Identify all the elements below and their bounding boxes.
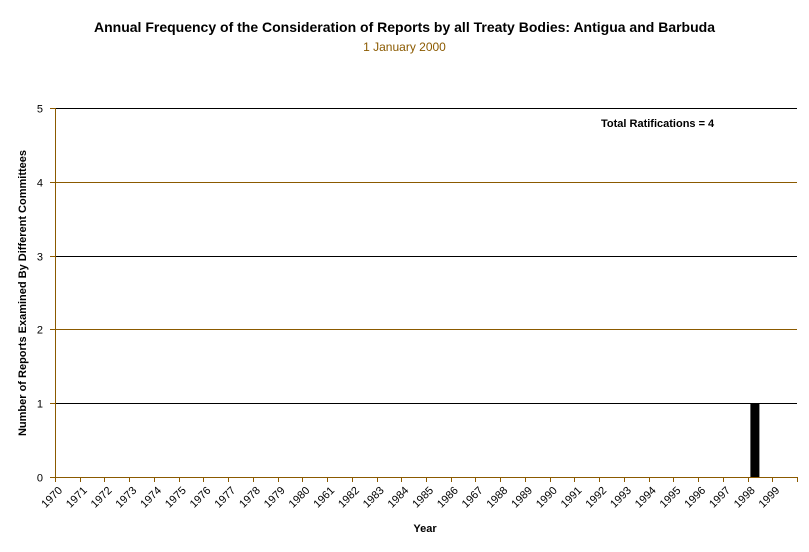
y-tick-labels: 0 1 2 3 4 5: [37, 104, 43, 485]
x-tick-label: 1995: [658, 485, 684, 511]
x-axis-title: Year: [413, 523, 437, 535]
x-tick-label: 1978: [237, 485, 263, 511]
x-tick-label: 1991: [559, 485, 585, 511]
x-tick-label: 1985: [410, 485, 436, 511]
x-tick-label: 1983: [361, 485, 387, 511]
x-tick-label: 1970: [39, 485, 65, 511]
x-tick-label: 1996: [682, 485, 708, 511]
x-tick-label: 1992: [583, 485, 609, 511]
x-tick-label: 1980: [287, 485, 313, 511]
gridlines: [55, 108, 797, 404]
y-tick-label: 5: [37, 104, 43, 116]
x-tick-label: 1989: [509, 485, 535, 511]
x-tick-label: 1994: [633, 485, 659, 511]
x-tick-label: 1984: [386, 485, 412, 511]
x-tick-label: 1990: [534, 485, 560, 511]
x-tick-label: 1979: [262, 485, 288, 511]
y-tick-label: 1: [37, 399, 43, 411]
x-tick-label: 1986: [435, 485, 461, 511]
x-tick-label: 1998: [732, 485, 758, 511]
x-tick-label: 1993: [608, 485, 634, 511]
y-tick-label: 3: [37, 252, 43, 264]
x-tick-label: 1971: [64, 485, 90, 511]
x-tick-label: 1977: [212, 485, 238, 511]
x-tick-label: 1967: [460, 485, 486, 511]
bar-1998: [750, 403, 760, 477]
x-tick-label: 1975: [163, 485, 189, 511]
y-tick-label: 0: [37, 473, 43, 485]
x-tick-label: 1982: [336, 485, 362, 511]
x-tick-label: 1976: [188, 485, 214, 511]
y-tick-label: 2: [37, 325, 43, 337]
x-tick-label: 1999: [757, 485, 783, 511]
bars: [750, 403, 760, 477]
x-tick-label: 1973: [114, 485, 140, 511]
x-tick-label: 1997: [707, 485, 733, 511]
x-tick-label: 1961: [311, 485, 337, 511]
y-tick-label: 4: [37, 178, 43, 190]
x-tick-label: 1974: [138, 485, 164, 511]
y-axis-title: Number of Reports Examined By Different …: [17, 150, 29, 436]
axes: [50, 108, 798, 482]
total-ratifications-annotation: Total Ratifications = 4: [601, 118, 715, 130]
x-tick-label: 1988: [485, 485, 511, 511]
x-tick-label: 1972: [89, 485, 115, 511]
x-tick-labels: 1970197119721973197419751976197719781979…: [39, 485, 782, 511]
chart-title: Annual Frequency of the Consideration of…: [94, 19, 715, 35]
chart-subtitle: 1 January 2000: [363, 40, 446, 54]
